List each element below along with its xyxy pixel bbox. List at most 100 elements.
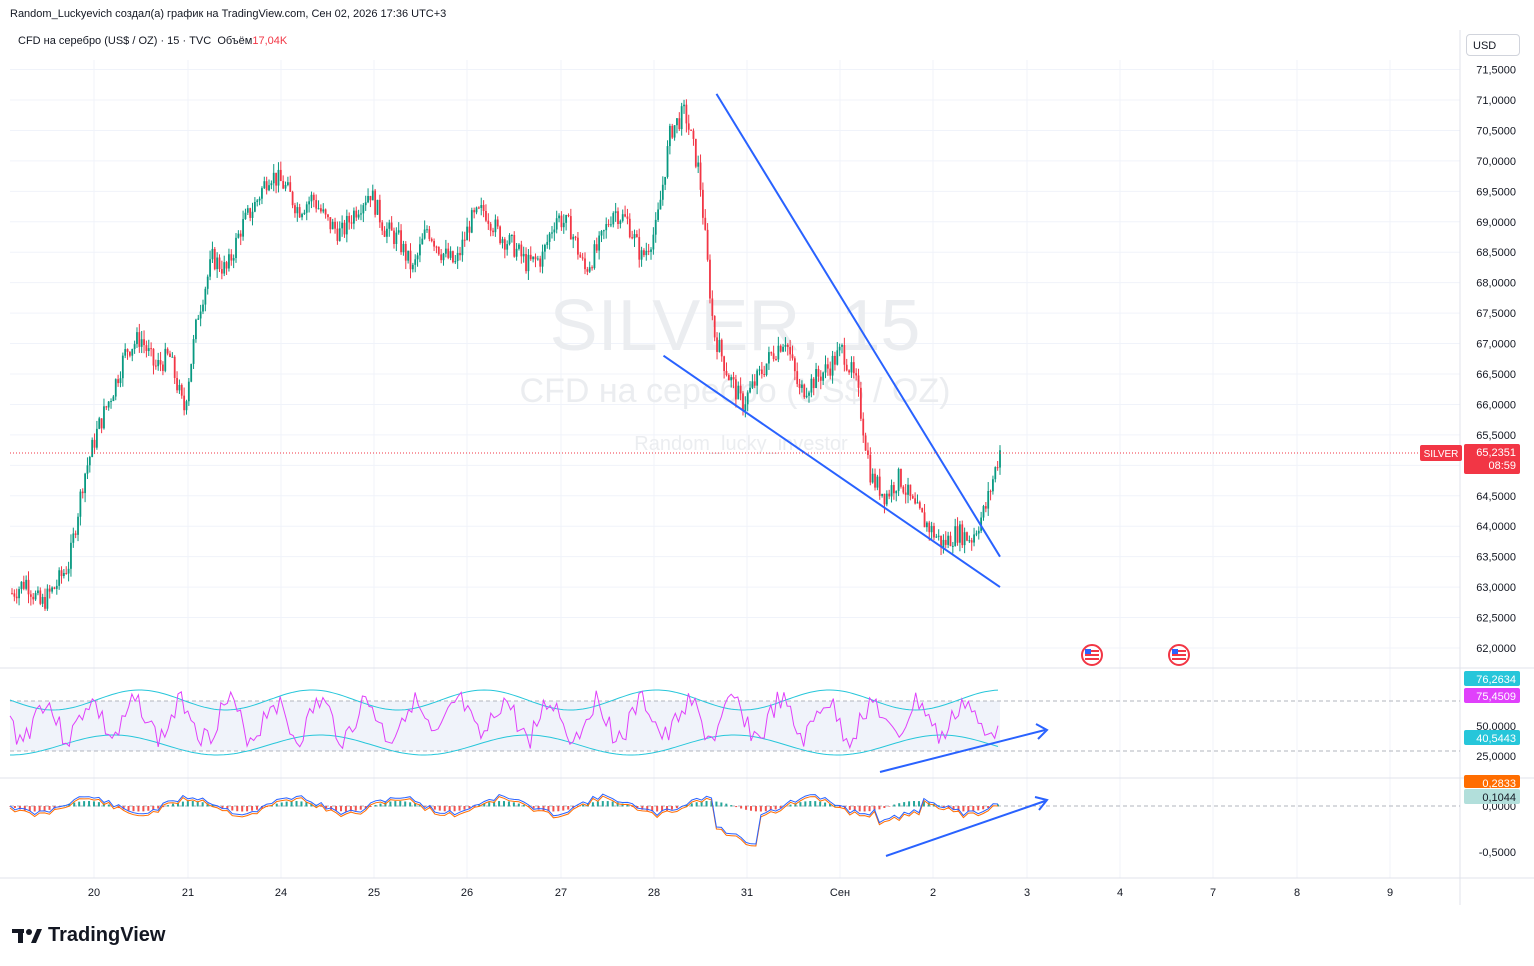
candle-body: [72, 533, 75, 543]
candle-body: [312, 194, 315, 201]
candle-body: [892, 485, 895, 494]
candle-body: [18, 589, 20, 599]
price-tick-label: 66,5000: [1476, 369, 1516, 381]
grid: [0, 30, 1534, 905]
candle-body: [758, 369, 761, 371]
macd-histogram-bar: [349, 806, 352, 812]
candle-body: [270, 183, 273, 186]
macd-histogram-bar: [641, 806, 644, 810]
macd-histogram-bar: [636, 806, 639, 809]
candle-body: [275, 172, 277, 186]
macd-histogram-bar: [908, 801, 911, 807]
candle-body: [617, 211, 619, 225]
macd-histogram-bar: [468, 806, 471, 809]
time-tick-label: 8: [1294, 887, 1300, 899]
candle-body: [843, 345, 846, 365]
candle-body: [701, 189, 704, 218]
candle-body: [727, 375, 730, 381]
macd-histogram-bar: [611, 801, 614, 807]
candle-body: [44, 596, 46, 609]
macd-histogram-bar: [661, 806, 664, 812]
macd-histogram-bar: [552, 806, 555, 812]
candle-body: [532, 256, 535, 260]
candle-body: [456, 252, 459, 261]
candle-body: [477, 207, 480, 209]
candle-body: [13, 593, 16, 597]
candle-body: [975, 533, 978, 535]
trendline[interactable]: [715, 93, 1001, 558]
candle-body: [164, 348, 167, 371]
candle-body: [169, 353, 171, 357]
macd-histogram-bar: [547, 806, 550, 812]
candle-body: [803, 384, 806, 398]
symbol-legend[interactable]: CFD на серебро (US$ / OZ) · 15 · TVC Объ…: [18, 35, 287, 47]
macd-histogram-bar: [191, 801, 194, 807]
price-tick-label: 63,0000: [1476, 582, 1516, 594]
candle-body: [973, 534, 975, 543]
macd-histogram-bar: [567, 806, 570, 810]
svg-text:65,2351: 65,2351: [1476, 447, 1516, 459]
macd-histogram-bar: [48, 806, 51, 810]
candle-body: [815, 368, 817, 389]
candle-body: [395, 232, 398, 245]
macd-histogram-bar: [83, 801, 86, 807]
macd-histogram-bar: [176, 802, 179, 807]
watermark-symbol: SILVER, 15: [550, 286, 921, 366]
candle-body: [343, 222, 346, 235]
candle-body: [874, 473, 876, 488]
watermark-author: Random_lucky_investor: [634, 433, 848, 455]
candle-body: [489, 223, 492, 231]
time-tick-label: 20: [88, 887, 100, 899]
macd-divergence-arrow[interactable]: [885, 800, 1046, 857]
us-flag-icon[interactable]: [1081, 644, 1103, 666]
candle-body: [612, 213, 615, 225]
macd-histogram-bar: [962, 806, 965, 812]
candle-body: [664, 176, 667, 185]
candle-body: [685, 104, 688, 124]
candle-body: [970, 540, 973, 543]
macd-histogram-bar: [621, 803, 624, 807]
candle-body: [22, 581, 25, 589]
price-tick-label: 62,5000: [1476, 613, 1516, 625]
candle-body: [140, 339, 143, 347]
candle-body: [154, 365, 157, 367]
macd-histogram-bar: [285, 801, 288, 807]
candle-body: [515, 248, 518, 257]
candle-body: [900, 469, 902, 487]
price-axis: 71,5000 71,0000 70,5000 70,0000 69,5000 69,00…: [1476, 65, 1516, 655]
candle-body: [638, 237, 641, 260]
candle-body: [195, 319, 197, 340]
macd-histogram-bar: [419, 804, 422, 807]
candle-body: [593, 244, 596, 269]
candle-body: [711, 298, 714, 316]
candle-body: [902, 486, 905, 493]
candle-body: [994, 467, 997, 480]
time-tick-label: Сен: [830, 887, 850, 899]
candle-body: [414, 259, 417, 265]
trendline[interactable]: [662, 354, 1001, 588]
candle-body: [654, 219, 657, 235]
candle-body: [848, 370, 850, 373]
candle-body: [496, 219, 499, 227]
macd-histogram-bar: [241, 806, 244, 812]
macd-histogram-bar: [507, 801, 510, 807]
candle-body: [829, 368, 832, 376]
candle-body: [812, 378, 815, 389]
price-tick-label: 62,0000: [1476, 643, 1516, 655]
currency-selector[interactable]: USD: [1466, 34, 1520, 56]
candle-body: [355, 210, 358, 218]
macd-histogram-bar: [858, 806, 861, 812]
candle-body: [128, 351, 131, 356]
tradingview-brand[interactable]: TradingView: [12, 924, 165, 947]
candle-body: [51, 587, 53, 592]
candle-body: [989, 491, 992, 493]
candle-body: [650, 249, 652, 252]
candle-body: [937, 535, 940, 537]
us-flag-icon[interactable]: [1168, 644, 1190, 666]
macd-histogram-bar: [201, 802, 204, 807]
rsi-divergence-arrow[interactable]: [879, 729, 1046, 773]
macd-histogram-bar: [532, 806, 535, 809]
macd-histogram-bar: [819, 801, 822, 807]
candle-body: [678, 118, 681, 130]
